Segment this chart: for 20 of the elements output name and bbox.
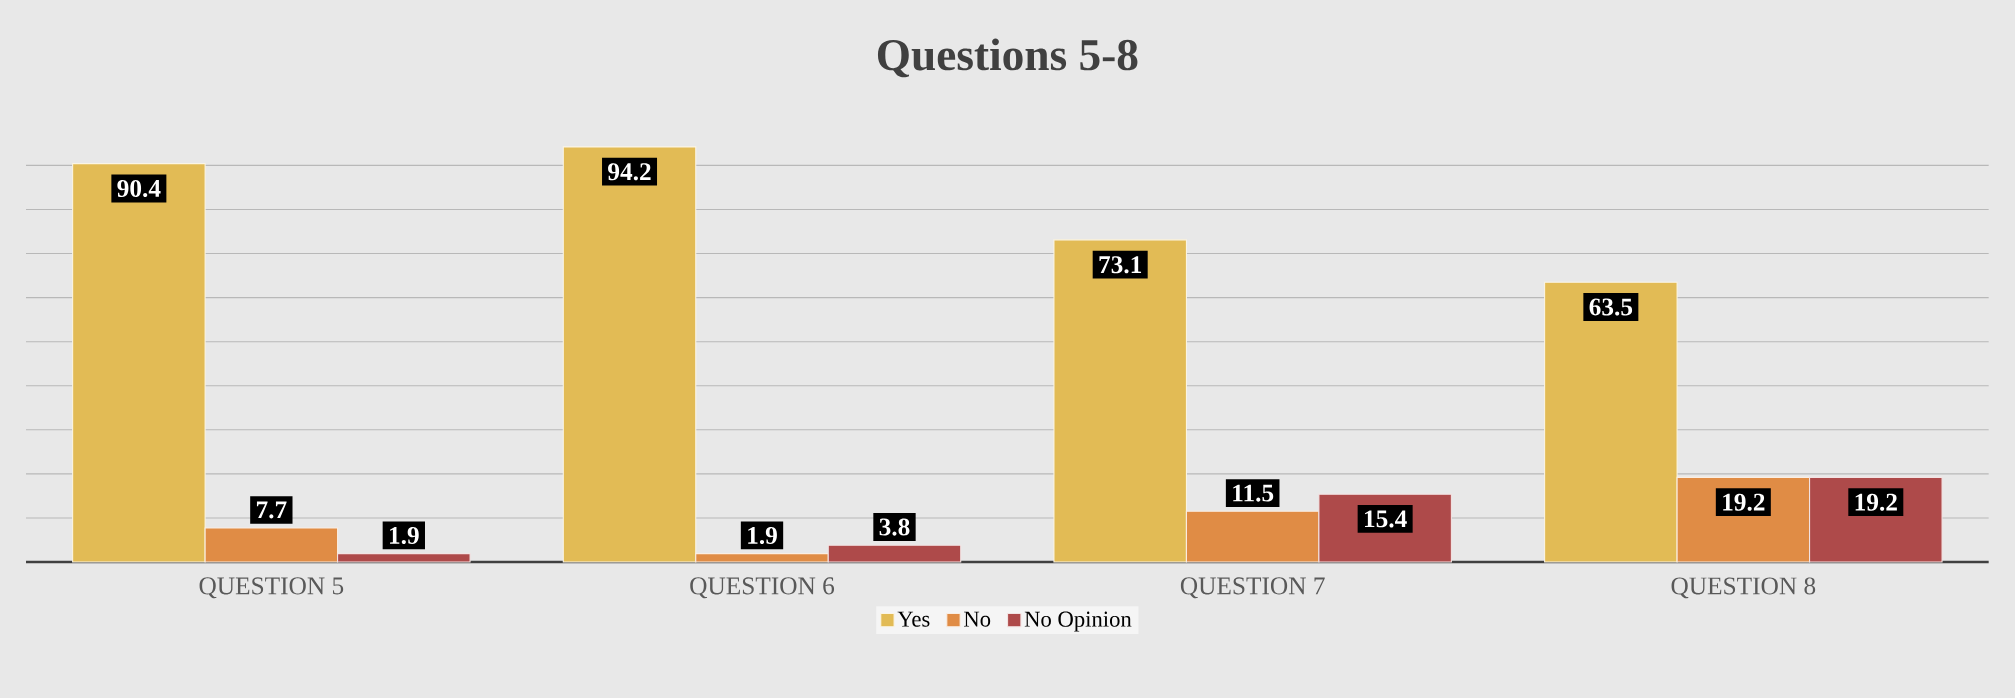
- legend-label: No: [963, 611, 991, 627]
- data-label: 11.5: [1233, 484, 1274, 502]
- x-tick-label: QUESTION 8: [1671, 577, 1816, 599]
- data-label: 19.2: [1855, 493, 1897, 511]
- data-label: 94.2: [608, 163, 651, 181]
- chart-title: Questions 5-8: [877, 38, 1138, 78]
- data-label: 73.1: [1099, 256, 1142, 274]
- data-label: 1.9: [748, 526, 777, 545]
- data-label: 15.4: [1365, 510, 1407, 528]
- data-label: 1.9: [390, 526, 419, 545]
- x-tick-label: QUESTION 5: [199, 577, 344, 599]
- data-label: 90.4: [117, 179, 161, 198]
- data-label: 19.2: [1723, 493, 1765, 511]
- x-tick-label: QUESTION 6: [690, 577, 835, 599]
- legend-label: No Opinion: [1024, 611, 1132, 632]
- data-label: 63.5: [1589, 298, 1633, 316]
- data-label: 7.7: [256, 501, 287, 519]
- x-tick-label: QUESTION 7: [1180, 577, 1325, 599]
- data-label: 3.8: [879, 518, 910, 536]
- legend-label: Yes: [897, 611, 930, 627]
